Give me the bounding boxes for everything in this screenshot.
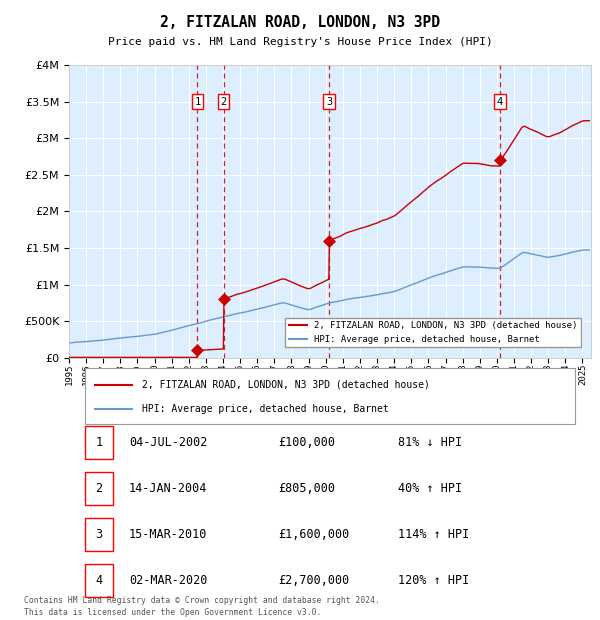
Text: 2: 2 [221, 97, 227, 107]
Text: 120% ↑ HPI: 120% ↑ HPI [398, 574, 469, 587]
Text: 2, FITZALAN ROAD, LONDON, N3 3PD: 2, FITZALAN ROAD, LONDON, N3 3PD [160, 16, 440, 30]
Text: 04-JUL-2002: 04-JUL-2002 [129, 436, 208, 449]
Text: 14-JAN-2004: 14-JAN-2004 [129, 482, 208, 495]
Text: 4: 4 [95, 574, 103, 587]
Text: 81% ↓ HPI: 81% ↓ HPI [398, 436, 462, 449]
Text: 40% ↑ HPI: 40% ↑ HPI [398, 482, 462, 495]
Text: 02-MAR-2020: 02-MAR-2020 [129, 574, 208, 587]
Text: 15-MAR-2010: 15-MAR-2010 [129, 528, 208, 541]
Text: 3: 3 [95, 528, 103, 541]
FancyBboxPatch shape [85, 518, 113, 551]
FancyBboxPatch shape [85, 564, 113, 597]
Text: £2,700,000: £2,700,000 [278, 574, 349, 587]
Text: £100,000: £100,000 [278, 436, 335, 449]
Text: 1: 1 [194, 97, 200, 107]
Text: £805,000: £805,000 [278, 482, 335, 495]
Text: Price paid vs. HM Land Registry's House Price Index (HPI): Price paid vs. HM Land Registry's House … [107, 37, 493, 47]
Text: 114% ↑ HPI: 114% ↑ HPI [398, 528, 469, 541]
Text: £1,600,000: £1,600,000 [278, 528, 349, 541]
Legend: 2, FITZALAN ROAD, LONDON, N3 3PD (detached house), HPI: Average price, detached : 2, FITZALAN ROAD, LONDON, N3 3PD (detach… [286, 317, 581, 347]
FancyBboxPatch shape [85, 472, 113, 505]
Text: 2: 2 [95, 482, 103, 495]
Text: 2, FITZALAN ROAD, LONDON, N3 3PD (detached house): 2, FITZALAN ROAD, LONDON, N3 3PD (detach… [142, 380, 430, 390]
Text: HPI: Average price, detached house, Barnet: HPI: Average price, detached house, Barn… [142, 404, 389, 414]
Text: 3: 3 [326, 97, 332, 107]
Text: Contains HM Land Registry data © Crown copyright and database right 2024.
This d: Contains HM Land Registry data © Crown c… [24, 596, 380, 617]
FancyBboxPatch shape [85, 425, 113, 459]
Text: 4: 4 [497, 97, 503, 107]
Text: 1: 1 [95, 436, 103, 449]
FancyBboxPatch shape [85, 368, 575, 424]
